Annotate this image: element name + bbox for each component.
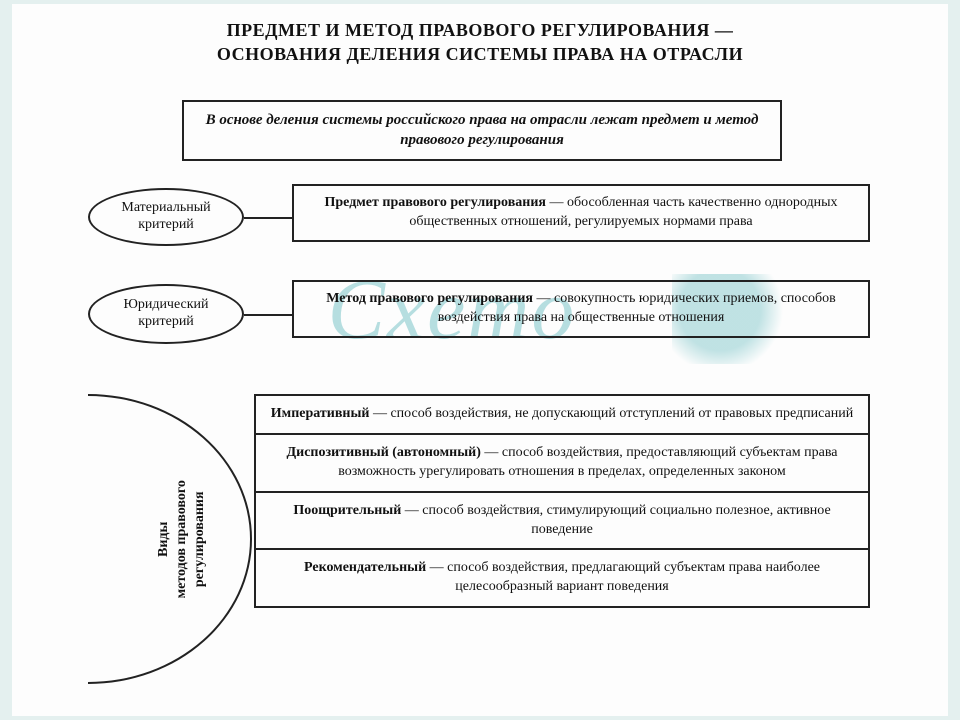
method-def-3: — способ воздействия, стимулирующий соци…: [401, 503, 830, 537]
page-title: ПРЕДМЕТ И МЕТОД ПРАВОВОГО РЕГУЛИРОВАНИЯ …: [12, 18, 948, 67]
method-row: Поощрительный — способ воздействия, стим…: [256, 493, 868, 551]
method-row: Рекомендательный — способ воздействия, п…: [256, 550, 868, 606]
method-term-3: Поощрительный: [293, 503, 401, 518]
criterion-label-1: Материальный критерий: [96, 200, 236, 234]
methods-heading: Виды методов правового регулирования: [122, 394, 242, 684]
methods-table: Императивный — способ воздействия, не до…: [254, 394, 870, 608]
method-def-1: — способ воздействия, не допускающий отс…: [369, 406, 853, 421]
methods-block: Виды методов правового регулирования Имп…: [88, 394, 872, 684]
definition-term-1: Предмет правового регулирования: [324, 195, 546, 210]
title-line-2: ОСНОВАНИЯ ДЕЛЕНИЯ СИСТЕМЫ ПРАВА НА ОТРАС…: [217, 44, 743, 64]
definition-box-subject: Предмет правового регулирования — обособ…: [292, 184, 870, 242]
methods-heading-line1: Виды: [156, 521, 171, 556]
intro-box: В основе деления системы российского пра…: [182, 100, 782, 161]
title-line-1: ПРЕДМЕТ И МЕТОД ПРАВОВОГО РЕГУЛИРОВАНИЯ …: [227, 20, 734, 40]
connector-2: [244, 314, 292, 316]
method-def-4: — способ воздействия, предлагающий субъе…: [426, 560, 820, 594]
method-row: Диспозитивный (автономный) — способ возд…: [256, 435, 868, 493]
criterion-label-2: Юридический критерий: [96, 297, 236, 331]
method-term-1: Императивный: [271, 406, 370, 421]
method-term-4: Рекомендательный: [304, 560, 426, 575]
viewport: ПРЕДМЕТ И МЕТОД ПРАВОВОГО РЕГУЛИРОВАНИЯ …: [0, 0, 960, 720]
definition-term-2: Метод правового регулирования: [326, 291, 533, 306]
methods-heading-line3: регулирования: [192, 491, 207, 587]
methods-heading-line2: методов правового: [174, 480, 189, 598]
criterion-ellipse-legal: Юридический критерий: [88, 284, 244, 344]
connector-1: [244, 217, 292, 219]
method-row: Императивный — способ воздействия, не до…: [256, 396, 868, 435]
criterion-ellipse-material: Материальный критерий: [88, 188, 244, 246]
intro-text: В основе деления системы российского пра…: [206, 112, 759, 148]
method-term-2: Диспозитивный (автономный): [287, 445, 481, 460]
definition-box-method: Метод правового регулирования — совокупн…: [292, 280, 870, 338]
page: ПРЕДМЕТ И МЕТОД ПРАВОВОГО РЕГУЛИРОВАНИЯ …: [12, 4, 948, 716]
